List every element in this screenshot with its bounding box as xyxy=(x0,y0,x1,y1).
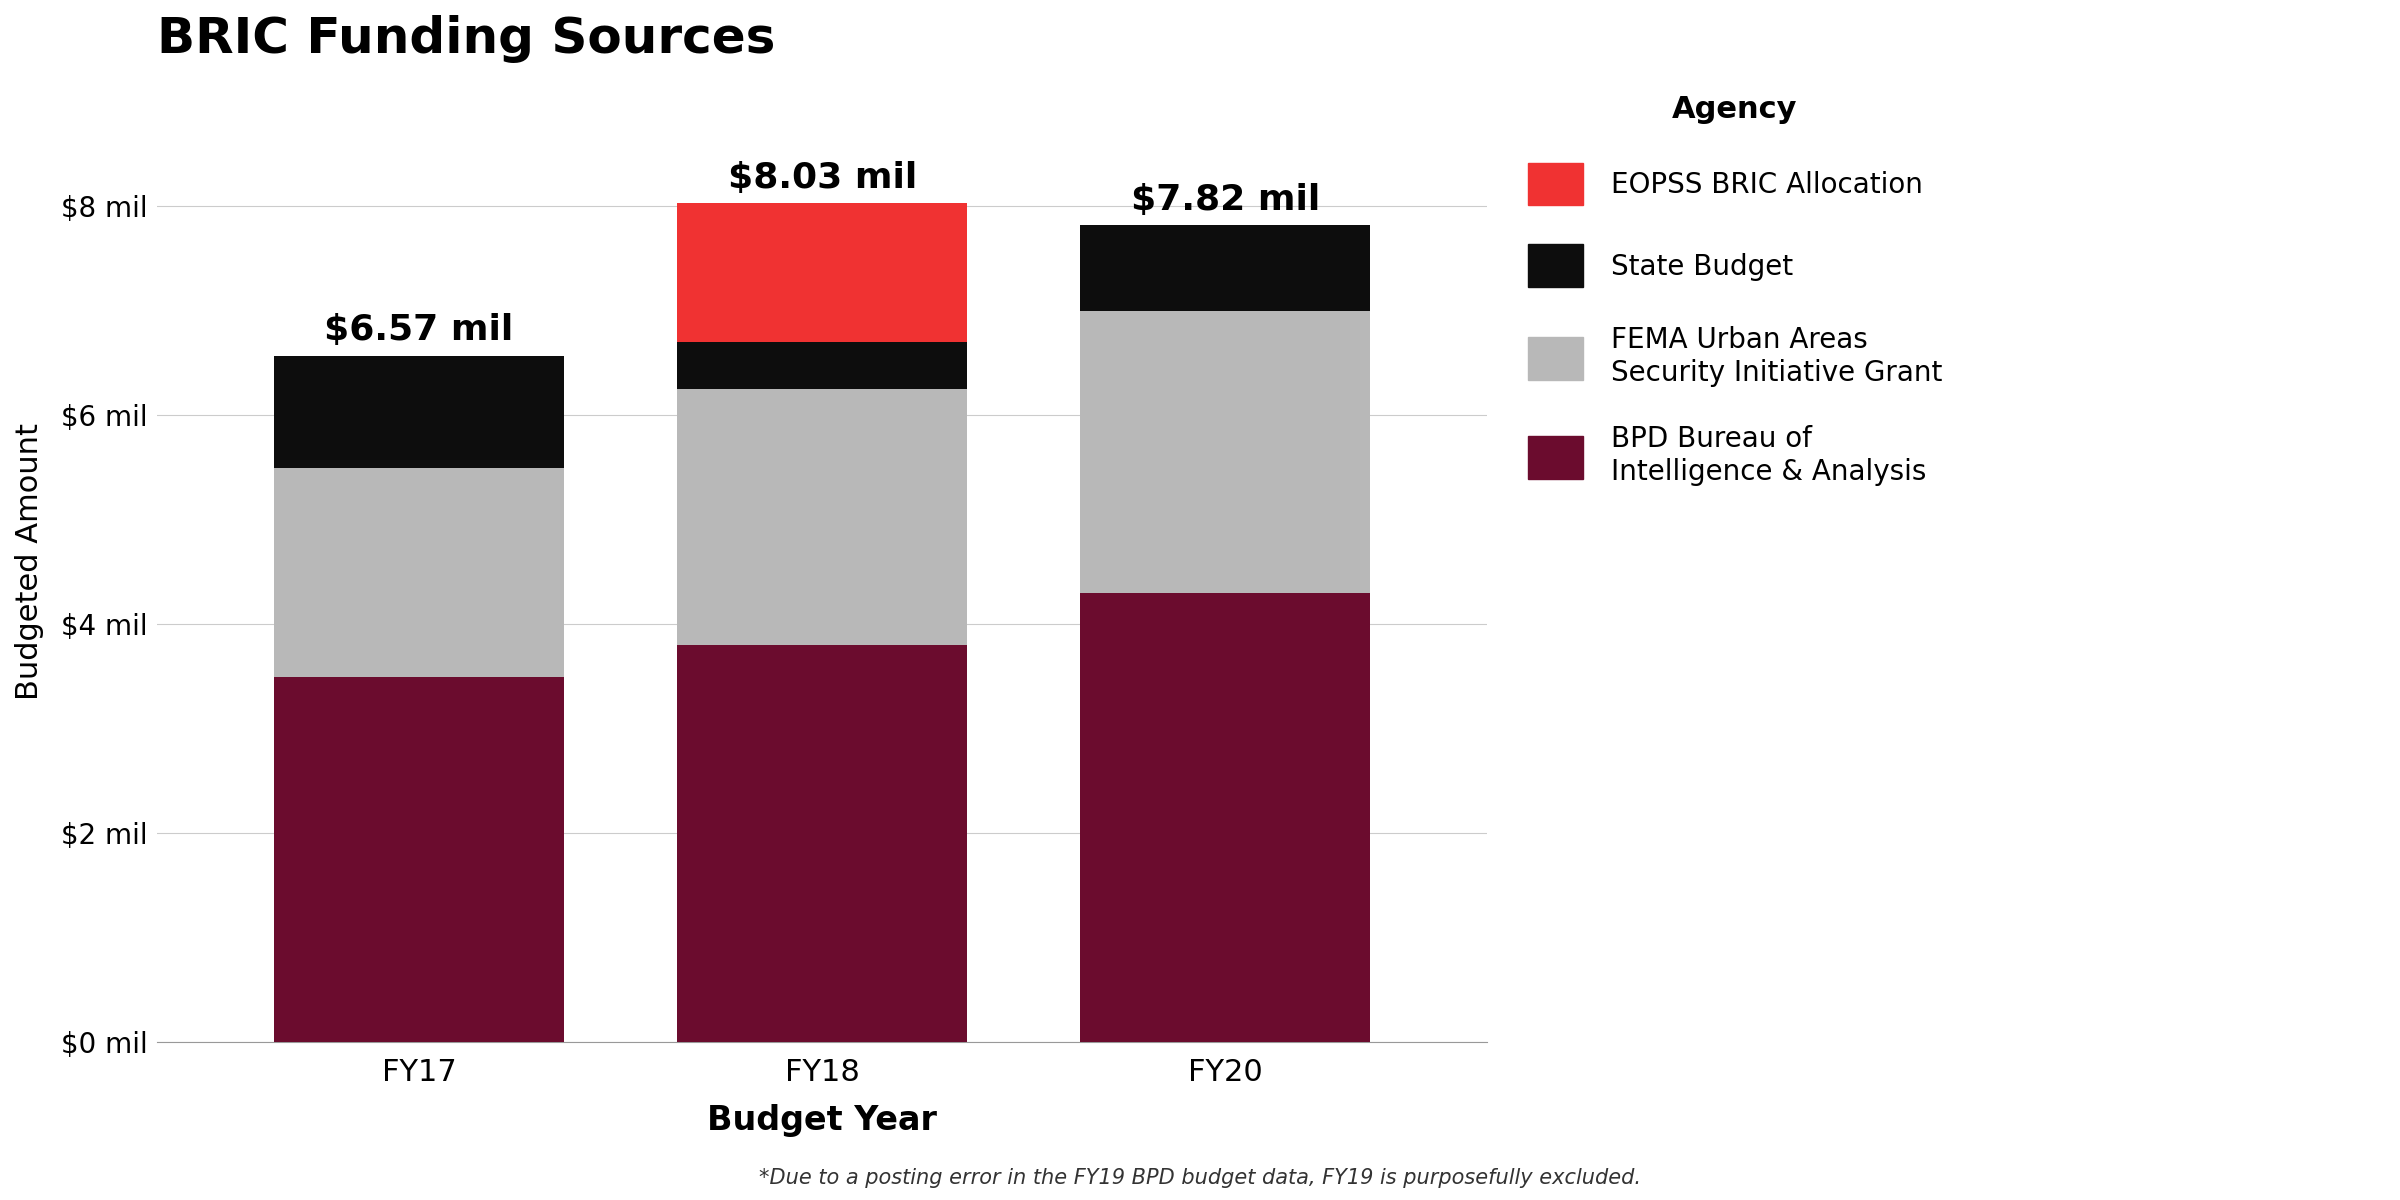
Legend: EOPSS BRIC Allocation, State Budget, FEMA Urban Areas
Security Initiative Grant,: EOPSS BRIC Allocation, State Budget, FEM… xyxy=(1529,95,1942,486)
Bar xyxy=(677,389,967,646)
Bar xyxy=(677,646,967,1043)
Text: *Due to a posting error in the FY19 BPD budget data, FY19 is purposefully exclud: *Due to a posting error in the FY19 BPD … xyxy=(758,1168,1642,1188)
Text: $7.82 mil: $7.82 mil xyxy=(1130,182,1320,217)
Text: $6.57 mil: $6.57 mil xyxy=(324,313,514,347)
Text: $8.03 mil: $8.03 mil xyxy=(727,161,917,194)
Bar xyxy=(677,203,967,342)
Bar xyxy=(1080,226,1370,311)
Bar xyxy=(1080,311,1370,593)
Bar xyxy=(1080,593,1370,1043)
Text: BRIC Funding Sources: BRIC Funding Sources xyxy=(156,14,775,62)
X-axis label: Budget Year: Budget Year xyxy=(708,1104,936,1138)
Bar xyxy=(677,342,967,389)
Bar xyxy=(274,468,564,677)
Y-axis label: Budgeted Amount: Budgeted Amount xyxy=(14,424,43,700)
Bar xyxy=(274,355,564,468)
Bar xyxy=(274,677,564,1043)
